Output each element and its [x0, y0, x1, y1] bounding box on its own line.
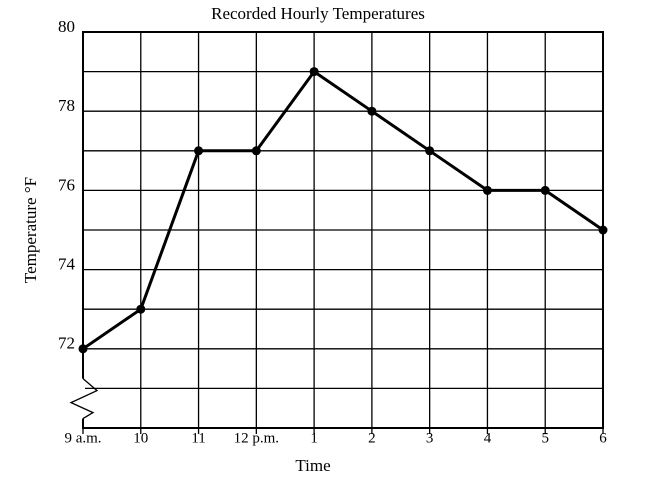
- y-axis-label: Temperature °F: [21, 177, 40, 283]
- data-point: [136, 304, 146, 314]
- data-point: [367, 106, 377, 116]
- x-tick-label: 3: [426, 430, 434, 446]
- data-point: [309, 67, 319, 77]
- data-point: [482, 185, 492, 195]
- y-tick-label: 74: [58, 255, 76, 274]
- x-tick-label: 10: [133, 430, 148, 446]
- x-tick-label: 6: [599, 430, 607, 446]
- data-line: [82, 70, 604, 351]
- x-tick-label: 5: [541, 430, 549, 446]
- data-point: [78, 344, 88, 354]
- x-axis-label: Time: [295, 456, 330, 475]
- chart-title: Recorded Hourly Temperatures: [211, 4, 425, 23]
- x-tick-label: 2: [368, 430, 376, 446]
- data-point: [540, 185, 550, 195]
- data-point: [598, 225, 608, 235]
- x-tick-label: 12 p.m.: [234, 430, 279, 446]
- y-tick-label: 78: [58, 96, 75, 115]
- x-tick-label: 4: [484, 430, 492, 446]
- x-tick-label: 1: [310, 430, 318, 446]
- y-tick-label: 80: [58, 17, 75, 36]
- x-tick-label: 9 a.m.: [64, 430, 101, 446]
- y-tick-label: 76: [58, 175, 75, 194]
- y-tick-label: 72: [58, 334, 75, 353]
- data-point: [425, 146, 435, 156]
- x-tick-label: 11: [191, 430, 205, 446]
- data-point: [251, 146, 261, 156]
- data-point: [194, 146, 204, 156]
- axis-break-mask: [63, 378, 85, 419]
- axis-break: [69, 378, 99, 420]
